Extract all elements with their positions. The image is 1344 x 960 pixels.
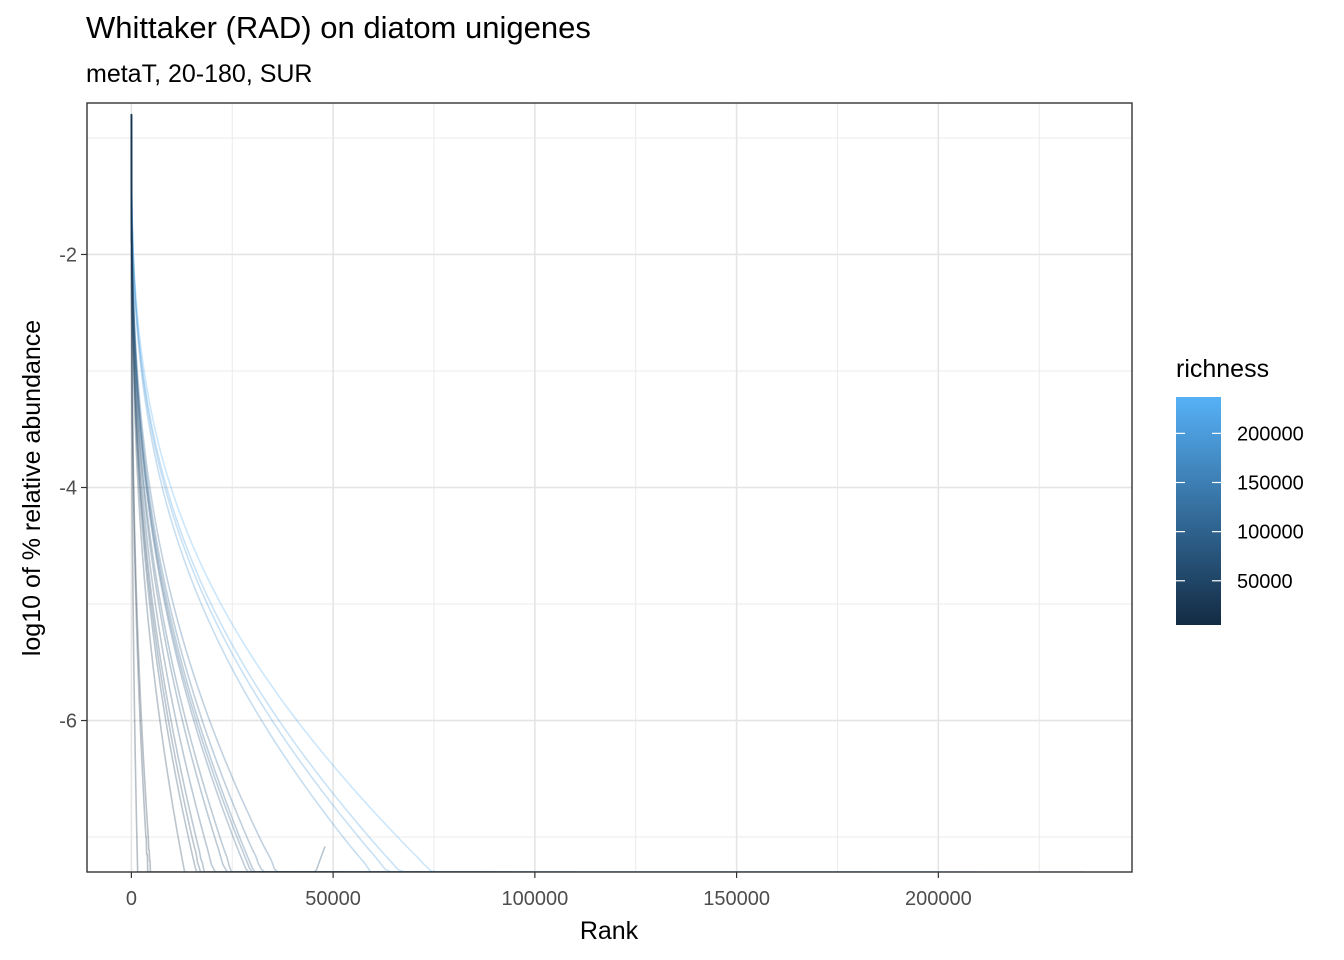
legend-colorbar (1176, 397, 1221, 625)
series-line (130, 113, 576, 872)
series-line (130, 113, 939, 872)
legend-tick-label: 100000 (1237, 522, 1304, 544)
y-tick-label: -2 (59, 244, 77, 266)
x-axis: 0 50000 100000 150000 200000 (126, 872, 972, 910)
x-axis-title: Rank (580, 917, 639, 945)
series-line (130, 113, 499, 872)
y-axis: -2 -4 -6 (59, 244, 87, 733)
legend-ticks: 50000 100000 150000 200000 (1176, 423, 1304, 593)
x-tick-label: 200000 (905, 888, 972, 910)
series-line (130, 113, 386, 872)
legend-tick-label: 50000 (1237, 571, 1293, 593)
series-line (130, 113, 189, 872)
legend-tick-label: 200000 (1237, 423, 1304, 445)
grid-major (87, 103, 1132, 872)
series-line (130, 113, 979, 872)
x-tick-label: 100000 (501, 888, 568, 910)
series-layer (130, 113, 1084, 872)
series-line (130, 113, 293, 872)
legend-tick-label: 150000 (1237, 473, 1304, 495)
y-tick-label: -4 (59, 478, 77, 500)
series-line (130, 113, 422, 872)
legend-title: richness (1176, 355, 1269, 383)
series-line (130, 113, 326, 872)
series-line (130, 113, 515, 872)
x-tick-label: 0 (126, 888, 137, 910)
y-axis-title: log10 of % relative abundance (18, 320, 46, 656)
series-line (130, 113, 342, 872)
series-line (130, 113, 535, 872)
x-tick-label: 50000 (305, 888, 361, 910)
y-tick-label: -6 (59, 711, 77, 733)
chart-subtitle: metaT, 20-180, SUR (86, 60, 313, 88)
series-line (130, 113, 181, 872)
series-line (130, 113, 874, 872)
series-line (130, 113, 487, 872)
series-line (130, 113, 443, 872)
series-line (130, 113, 358, 872)
legend: richness 50000 100000 150000 200000 (1176, 355, 1304, 625)
series-line (130, 113, 151, 872)
chart-title: Whittaker (RAD) on diatom unigenes (86, 10, 591, 45)
series-line (130, 113, 1084, 872)
x-tick-label: 150000 (703, 888, 770, 910)
